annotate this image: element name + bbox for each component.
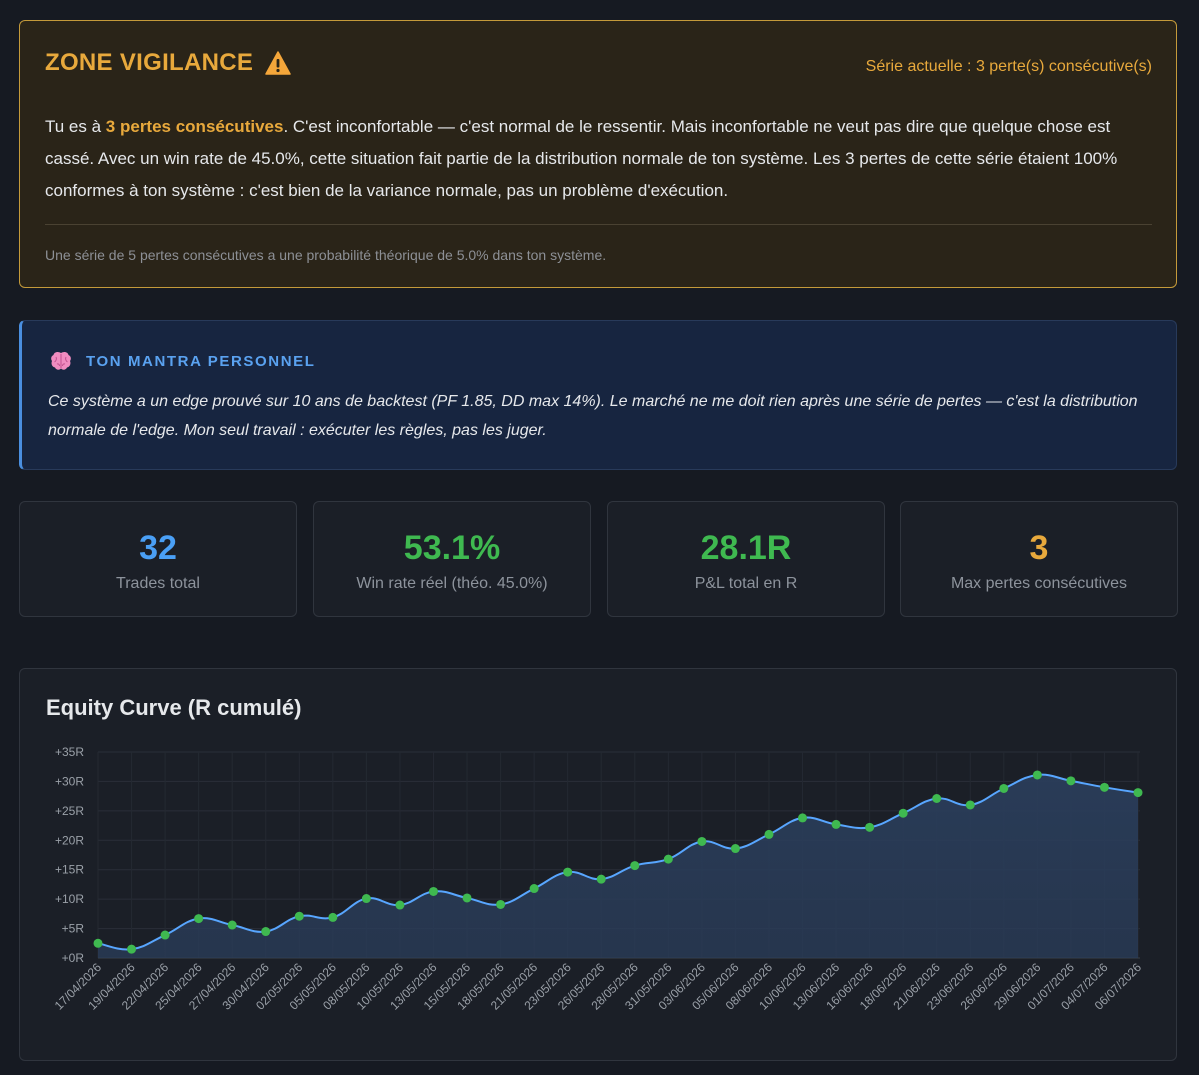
equity-point (194, 914, 204, 924)
equity-point (428, 886, 438, 896)
stat-card-win-rate: 53.1% Win rate réel (théo. 45.0%) (313, 501, 591, 617)
y-tick-label: +10R (55, 892, 84, 906)
equity-point (328, 912, 338, 922)
y-tick-label: +35R (55, 745, 84, 759)
equity-point (294, 911, 304, 921)
equity-point (563, 867, 573, 877)
alert-message: Tu es à 3 pertes consécutives. C'est inc… (45, 111, 1153, 207)
alert-body-highlight: 3 pertes consécutives (105, 117, 284, 136)
equity-point (831, 819, 841, 829)
equity-point (965, 800, 975, 810)
equity-point (999, 783, 1009, 793)
stat-value: 53.1% (403, 529, 501, 567)
equity-point (496, 899, 506, 909)
equity-point (127, 944, 137, 954)
equity-point (596, 874, 606, 884)
equity-point (865, 822, 875, 832)
stat-value: 3 (1029, 529, 1049, 567)
alert-title: ZONE VIGILANCE (45, 49, 291, 77)
equity-point (462, 893, 472, 903)
equity-point (663, 854, 673, 864)
stat-value: 32 (139, 529, 177, 567)
alert-title-text: ZONE VIGILANCE (45, 49, 254, 76)
equity-area (98, 774, 1138, 958)
mantra-text: Ce système a un edge prouvé sur 10 ans d… (48, 393, 1138, 439)
equity-point (932, 793, 942, 803)
stat-label: Max pertes consécutives (950, 575, 1128, 592)
equity-point (630, 861, 640, 871)
current-series-label: Série actuelle : 3 perte(s) consécutive(… (865, 58, 1152, 75)
equity-point (697, 836, 707, 846)
alert-body-pre: Tu es à (45, 117, 106, 136)
mantra-header: TON MANTRA PERSONNEL (50, 351, 316, 371)
alert-divider (45, 224, 1152, 225)
vigilance-alert: ZONE VIGILANCE Série actuelle : 3 perte(… (19, 20, 1177, 288)
stat-card-max-losses: 3 Max pertes consécutives (900, 501, 1178, 617)
equity-chart: +0R+5R+10R+15R+20R+25R+30R+35R17/04/2026… (52, 745, 1145, 1013)
mantra-card: TON MANTRA PERSONNEL Ce système a un edg… (19, 320, 1177, 470)
equity-point (227, 920, 237, 930)
equity-point (361, 894, 371, 904)
stat-card-trades-total: 32 Trades total (19, 501, 297, 617)
stat-label: Trades total (116, 575, 200, 592)
equity-point (93, 938, 103, 948)
equity-point (730, 844, 740, 854)
equity-point (1066, 776, 1076, 786)
equity-point (798, 813, 808, 823)
stat-label: Win rate réel (théo. 45.0%) (356, 575, 548, 592)
equity-point (261, 927, 271, 937)
stat-card-pnl: 28.1R P&L total en R (607, 501, 885, 617)
equity-point (1032, 770, 1042, 780)
warning-icon (265, 51, 291, 75)
y-tick-label: +0R (62, 951, 85, 965)
y-tick-label: +30R (55, 774, 84, 788)
y-tick-label: +15R (55, 863, 84, 877)
equity-point (160, 930, 170, 940)
alert-probability-note: Une série de 5 pertes consécutives a une… (45, 247, 607, 263)
equity-point (529, 884, 539, 894)
equity-point (1099, 782, 1109, 792)
stat-value: 28.1R (700, 529, 792, 567)
mantra-title: TON MANTRA PERSONNEL (86, 352, 316, 370)
equity-point (764, 829, 774, 839)
y-tick-label: +5R (62, 922, 85, 936)
equity-point (395, 900, 405, 910)
equity-point (898, 808, 908, 818)
stat-label: P&L total en R (694, 575, 798, 592)
chart-title: Equity Curve (R cumulé) (46, 695, 302, 720)
y-tick-label: +20R (55, 833, 84, 847)
equity-chart-card: Equity Curve (R cumulé) +0R +5R +10R +15R +2… (19, 668, 1177, 1061)
y-tick-label: +25R (55, 804, 84, 818)
equity-point (1133, 788, 1143, 798)
alert-body-post: . C'est inconfortable — c'est normal de … (45, 117, 1118, 200)
brain-icon (51, 351, 71, 370)
